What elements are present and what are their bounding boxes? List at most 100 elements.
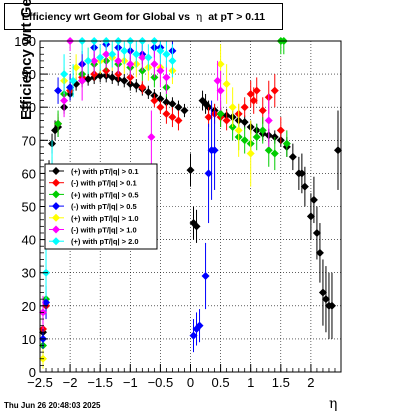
y-tick-label: 100: [14, 34, 36, 49]
legend-entry: (+) with pT/|q| > 2.0: [71, 237, 139, 246]
data-point: [240, 103, 249, 112]
data-point: [189, 331, 198, 340]
chart-ticks: −2.5 −2 −1.5 −1 −0.5 0 0.5 1 1.5 2010203040506070…: [14, 34, 342, 390]
legend-marker: [52, 213, 60, 222]
legend-marker: [52, 167, 60, 175]
data-point: [213, 76, 222, 85]
data-point: [180, 106, 189, 115]
data-point: [84, 56, 93, 65]
data-point: [216, 109, 225, 118]
data-point: [327, 301, 336, 310]
y-tick-label: 60: [22, 166, 36, 181]
y-axis-label: Efficiency wrt Geom (%): [18, 0, 35, 120]
legend-entry: (-) with pT/|q| > 1.0: [71, 226, 137, 235]
data-point: [246, 149, 255, 158]
data-point: [333, 146, 342, 155]
data-point: [132, 50, 141, 59]
data-point: [240, 118, 249, 127]
y-tick-label: 40: [22, 233, 36, 248]
x-tick-label: −0.5: [148, 375, 174, 390]
data-point: [144, 88, 153, 97]
data-point: [162, 73, 171, 82]
data-point: [84, 75, 93, 84]
y-tick-label: 90: [22, 67, 36, 82]
legend-marker: [52, 237, 60, 246]
data-point: [66, 83, 75, 92]
data-point: [204, 169, 213, 178]
legend-entry: (+) with pT/|q| > 1.0: [71, 214, 139, 223]
legend-entry: (-) with pT/|q| > 0.1: [71, 179, 137, 188]
legend-marker: [52, 202, 60, 211]
data-point: [162, 98, 171, 107]
legend-marker: [52, 178, 60, 187]
data-point: [156, 103, 165, 112]
x-tick-label: −1.5: [87, 375, 113, 390]
data-point: [195, 321, 204, 330]
legend-box: [44, 163, 158, 250]
data-point: [270, 86, 279, 95]
x-tick-label: 1.5: [272, 375, 290, 390]
data-point: [309, 195, 318, 204]
data-point: [210, 146, 219, 155]
y-tick-label: 80: [22, 100, 36, 115]
x-tick-label: 0.5: [212, 375, 230, 390]
data-point: [126, 60, 135, 69]
data-point: [156, 94, 165, 103]
chart-title-prefix: Efficiency wrt Geom for Global vs: [21, 11, 190, 23]
y-tick-label: 30: [22, 266, 36, 281]
chart-series: [39, 37, 342, 369]
data-point: [144, 53, 153, 62]
data-point: [72, 63, 81, 72]
data-point: [300, 182, 309, 191]
data-point: [108, 73, 117, 82]
data-point: [69, 76, 78, 85]
data-point: [102, 50, 111, 59]
data-point: [96, 53, 105, 62]
data-point: [222, 80, 231, 89]
data-point: [192, 222, 201, 231]
data-point: [252, 86, 261, 95]
data-point: [51, 126, 60, 135]
data-point: [168, 113, 177, 122]
chart-title: Efficiency wrt Geom for Global vs η at pT …: [5, 4, 282, 31]
legend-marker: [52, 225, 60, 234]
data-point: [120, 46, 129, 55]
legend-marker: [52, 190, 60, 199]
data-point: [90, 56, 99, 65]
data-point: [147, 132, 156, 141]
data-point: [321, 295, 330, 304]
data-point: [150, 60, 159, 69]
chart-title-box: Efficiency wrt Geom for Global vs η at pT …: [4, 3, 283, 30]
data-point: [138, 83, 147, 92]
data-point: [306, 212, 315, 221]
y-tick-label: 70: [22, 133, 36, 148]
data-point: [246, 89, 255, 98]
data-point: [60, 96, 69, 105]
x-axis-label: η: [329, 396, 338, 412]
legend-entry: (+) with pT/|q| > 0.1: [71, 167, 139, 176]
data-point: [315, 248, 324, 257]
data-point: [240, 136, 249, 145]
data-point: [249, 96, 258, 105]
data-point: [60, 70, 69, 79]
x-tick-label: 2: [307, 375, 314, 390]
chart-title-suffix: at pT > 0.11: [208, 11, 266, 23]
data-point: [258, 126, 267, 135]
y-tick-label: 10: [22, 332, 36, 347]
data-point: [186, 166, 195, 175]
legend-entry: (+) with pT/|q| > 0.5: [71, 190, 139, 199]
data-point: [96, 71, 105, 80]
data-point: [297, 169, 306, 178]
data-point: [216, 86, 225, 95]
data-point: [168, 56, 177, 65]
data-point: [162, 109, 171, 118]
legend-entry: (-) with pT/|q| > 0.5: [71, 202, 137, 211]
x-tick-label: 0: [187, 375, 194, 390]
data-point: [138, 53, 147, 62]
y-tick-label: 0: [29, 365, 36, 380]
data-point: [150, 96, 159, 105]
data-point: [54, 119, 63, 128]
data-point: [114, 56, 123, 65]
x-tick-label: −2: [63, 375, 78, 390]
